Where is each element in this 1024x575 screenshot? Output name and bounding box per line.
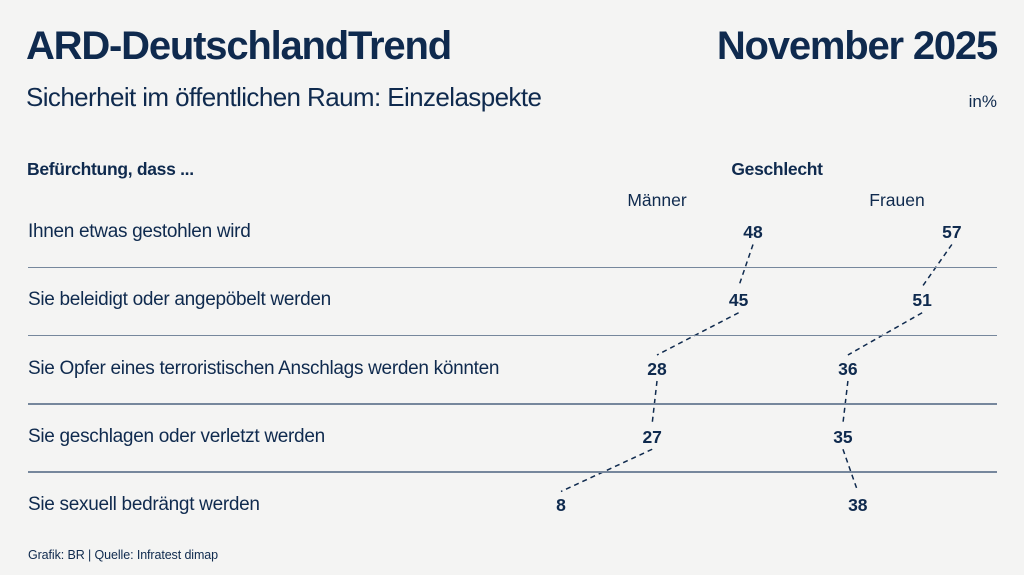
- column-header-maenner: Männer: [627, 190, 687, 210]
- row-header-label: Befürchtung, dass ...: [27, 159, 194, 179]
- page-title: ARD-DeutschlandTrend: [26, 24, 452, 68]
- divider-line: [28, 403, 997, 405]
- row-label: Sie sexuell bedrängt werden: [28, 494, 260, 515]
- divider-line: [28, 471, 997, 473]
- value-label-maenner: 28: [647, 358, 667, 379]
- unit-label: in%: [968, 92, 997, 111]
- row-label: Sie Opfer eines terroristischen Anschlag…: [28, 357, 500, 379]
- value-label-frauen: 36: [838, 358, 858, 379]
- connector-segment: [842, 449, 859, 492]
- row-label: Ihnen etwas gestohlen wird: [28, 221, 251, 242]
- value-label-frauen: 57: [942, 222, 962, 242]
- value-label-frauen: 38: [848, 495, 868, 515]
- connector-segment: [656, 312, 739, 356]
- header-date: November 2025: [716, 24, 998, 68]
- row-label: Sie beleidigt oder angepöbelt werden: [28, 289, 331, 311]
- value-label-frauen: 51: [912, 290, 932, 311]
- connector-segment: [737, 244, 754, 287]
- divider-line: [28, 334, 997, 337]
- value-label-maenner: 48: [743, 222, 763, 242]
- footer-credit: Grafik: BR | Quelle: Infratest dimap: [28, 548, 218, 562]
- connector-segment: [842, 380, 849, 424]
- divider-line: [28, 266, 997, 269]
- connector-segment: [921, 244, 953, 288]
- value-label-maenner: 27: [642, 426, 662, 447]
- connector-segment: [560, 448, 653, 493]
- row-label: Sie geschlagen oder verletzt werden: [28, 425, 325, 447]
- column-header-frauen: Frauen: [869, 190, 925, 210]
- value-label-maenner: 45: [728, 290, 749, 311]
- group-header-label: Geschlecht: [731, 159, 823, 179]
- page-subtitle: Sicherheit im öffentlichen Raum: Einzela…: [26, 82, 542, 112]
- value-label-maenner: 8: [556, 495, 566, 515]
- connector-segment: [847, 312, 923, 356]
- value-label-frauen: 35: [833, 426, 853, 447]
- connector-segment: [651, 380, 658, 424]
